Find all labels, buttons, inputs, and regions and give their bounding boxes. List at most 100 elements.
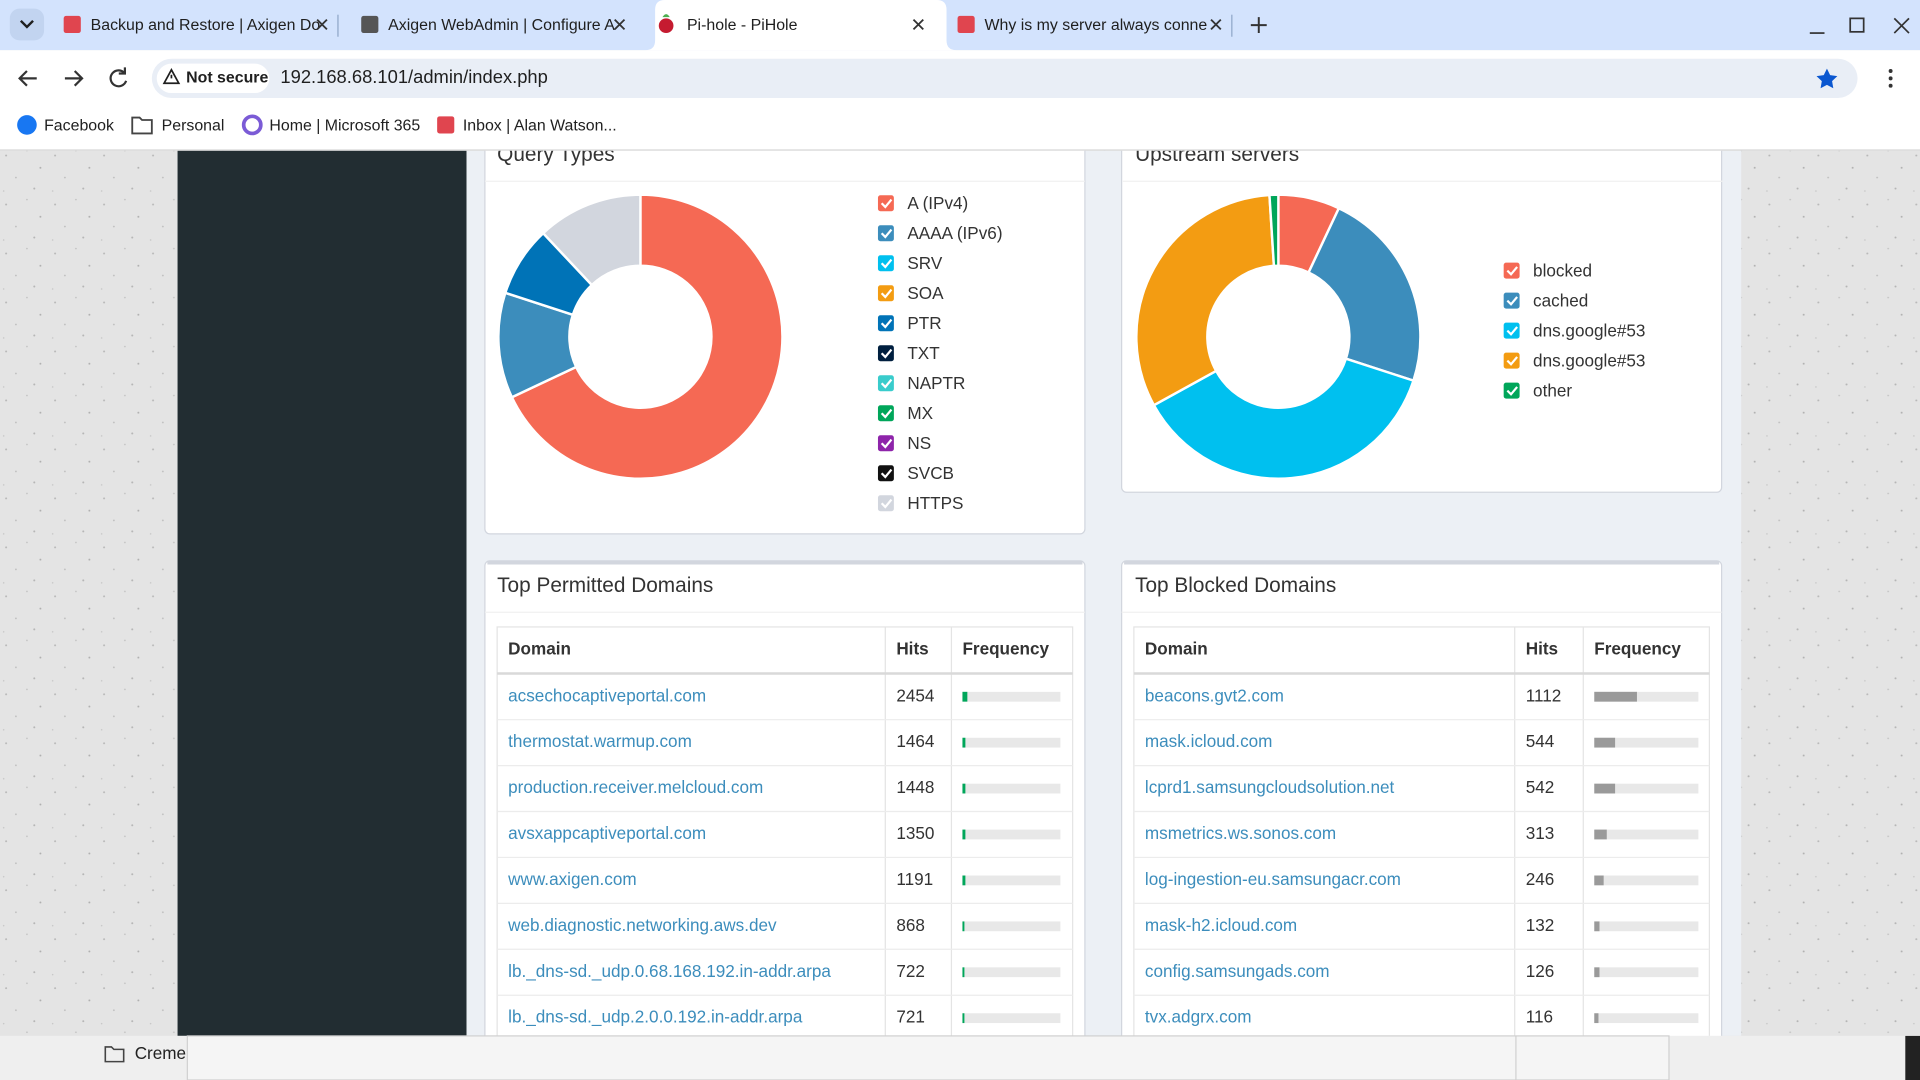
domain-link[interactable]: lb._dns-sd._udp.0.68.168.192.in-addr.arp…	[508, 961, 831, 981]
hits: 1464	[896, 731, 935, 751]
frequency-track	[962, 691, 1061, 702]
omnibox[interactable]	[151, 58, 1858, 98]
hits: 544	[1526, 731, 1555, 751]
menu-dot	[1888, 83, 1893, 88]
frequency-bar	[962, 875, 966, 886]
content: Query Types A (IPv4) AAAA (IPv6) SRV SOA PTR T…	[0, 143, 1920, 1036]
frequency-track	[962, 967, 1061, 978]
tab-close[interactable]	[912, 18, 924, 31]
bookmark-star[interactable]	[1816, 68, 1838, 89]
frequency-bar	[962, 921, 965, 932]
domain-link[interactable]: lb._dns-sd._udp.2.0.0.192.in-addr.arpa	[508, 1007, 803, 1027]
close-window[interactable]	[1893, 17, 1910, 34]
frequency-bar	[1594, 921, 1600, 932]
frequency-bar	[962, 967, 965, 978]
forward-button[interactable]	[64, 70, 84, 87]
legend-item: NAPTR	[877, 373, 965, 393]
url[interactable]: 192.168.68.101/admin/index.php	[280, 66, 547, 87]
frequency-bar	[1594, 875, 1604, 886]
checkmark	[880, 288, 893, 299]
bookmark-label[interactable]: Personal	[162, 117, 225, 134]
domain-link[interactable]: thermostat.warmup.com	[508, 731, 692, 751]
tab-title[interactable]: Why is my server always conne	[984, 17, 1207, 34]
hits: 1350	[896, 823, 934, 843]
sidebar	[177, 150, 467, 1036]
tab-background[interactable]	[645, 0, 957, 51]
legend-checkbox	[877, 255, 894, 272]
table-border	[1133, 626, 1710, 1036]
frequency-track	[1594, 1013, 1699, 1024]
frequency-bar	[962, 783, 966, 794]
checkmark	[1506, 356, 1518, 366]
legend-checkbox	[877, 315, 894, 332]
legend-item: cached	[1503, 290, 1588, 310]
donut-slice	[1135, 193, 1276, 407]
domain-link[interactable]: msmetrics.ws.sonos.com	[1145, 823, 1336, 843]
frequency-bar	[962, 691, 968, 702]
legend-label: SRV	[907, 253, 942, 273]
domain-link[interactable]: avsxappcaptiveportal.com	[508, 823, 706, 843]
box-top-border	[487, 560, 1083, 565]
checkmark	[880, 378, 893, 389]
legend-item: SOA	[877, 283, 944, 303]
folder-label[interactable]: Creme	[135, 1043, 186, 1063]
domain-link[interactable]: config.samsungads.com	[1145, 961, 1330, 981]
checkmark	[880, 348, 893, 359]
new-tab-button[interactable]	[1250, 17, 1267, 34]
hits: 1448	[896, 777, 934, 797]
legend-item: AAAA (IPv6)	[877, 223, 1003, 243]
bookmark-label[interactable]: Facebook	[44, 117, 114, 134]
column-header: Frequency	[1594, 639, 1681, 659]
favicon-leaf	[662, 14, 670, 18]
table-row: tvx.adgrx.com 116	[1133, 994, 1710, 1027]
tab-close[interactable]	[316, 18, 328, 31]
legend-checkbox	[1503, 382, 1520, 399]
frequency-track	[1594, 783, 1699, 794]
legend-checkbox	[1503, 352, 1520, 369]
domain-link[interactable]: tvx.adgrx.com	[1145, 1007, 1252, 1027]
frequency-track	[962, 783, 1061, 794]
tab-title[interactable]: Axigen WebAdmin | Configure A	[388, 17, 615, 34]
maximize[interactable]	[1849, 17, 1865, 33]
table-row: msmetrics.ws.sonos.com 313	[1133, 810, 1710, 843]
bookmark-icon	[437, 116, 455, 134]
tab-close[interactable]	[614, 18, 626, 31]
domain-link[interactable]: web.diagnostic.networking.aws.dev	[507, 915, 777, 935]
frequency-track	[962, 1013, 1061, 1024]
domain-link[interactable]: beacons.gvt2.com	[1145, 685, 1284, 705]
table-row: avsxappcaptiveportal.com 1350	[497, 810, 1073, 843]
reload-button[interactable]	[109, 67, 128, 88]
tab-title[interactable]: Backup and Restore | Axigen Do	[91, 17, 321, 34]
checkmark	[880, 438, 893, 449]
domain-link[interactable]: www.axigen.com	[507, 869, 636, 889]
domain-link[interactable]: mask-h2.icloud.com	[1145, 915, 1297, 935]
frequency-track	[962, 737, 1061, 748]
hits: 1191	[896, 869, 933, 889]
browser-chrome: Backup and Restore | Axigen Do Axigen Web…	[0, 0, 1920, 151]
legend-label: PTR	[907, 313, 941, 333]
legend-label: other	[1533, 380, 1572, 400]
legend-label: NS	[907, 433, 931, 453]
legend-label: NAPTR	[907, 373, 965, 393]
legend-item: dns.google#53	[1503, 350, 1645, 370]
tab-list-button[interactable]	[9, 8, 45, 41]
table-row: acsechocaptiveportal.com 2454	[508, 685, 1061, 705]
security-chip[interactable]	[156, 63, 270, 94]
domain-link[interactable]: log-ingestion-eu.samsungacr.com	[1145, 869, 1401, 889]
box-title: Query Types	[497, 143, 615, 166]
box	[484, 150, 1086, 535]
bookmark-label[interactable]: Home | Microsoft 365	[269, 117, 420, 134]
domain-link[interactable]: lcprd1.samsungcloudsolution.net	[1145, 777, 1395, 797]
tab-title[interactable]: Pi-hole - PiHole	[687, 17, 798, 34]
box-title: Top Permitted Domains	[497, 574, 713, 597]
bookmark: Personal	[131, 116, 225, 135]
domain-link[interactable]: mask.icloud.com	[1145, 731, 1273, 751]
checkmark	[880, 318, 893, 329]
domain-link[interactable]: acsechocaptiveportal.com	[508, 685, 706, 705]
legend-item: A (IPv4)	[877, 193, 968, 213]
bookmark-label[interactable]: Inbox | Alan Watson...	[463, 117, 617, 134]
tab-close[interactable]	[1210, 18, 1222, 31]
hits: 116	[1526, 1007, 1553, 1027]
domain-link[interactable]: production.receiver.melcloud.com	[508, 777, 763, 797]
back-button[interactable]	[18, 70, 37, 87]
